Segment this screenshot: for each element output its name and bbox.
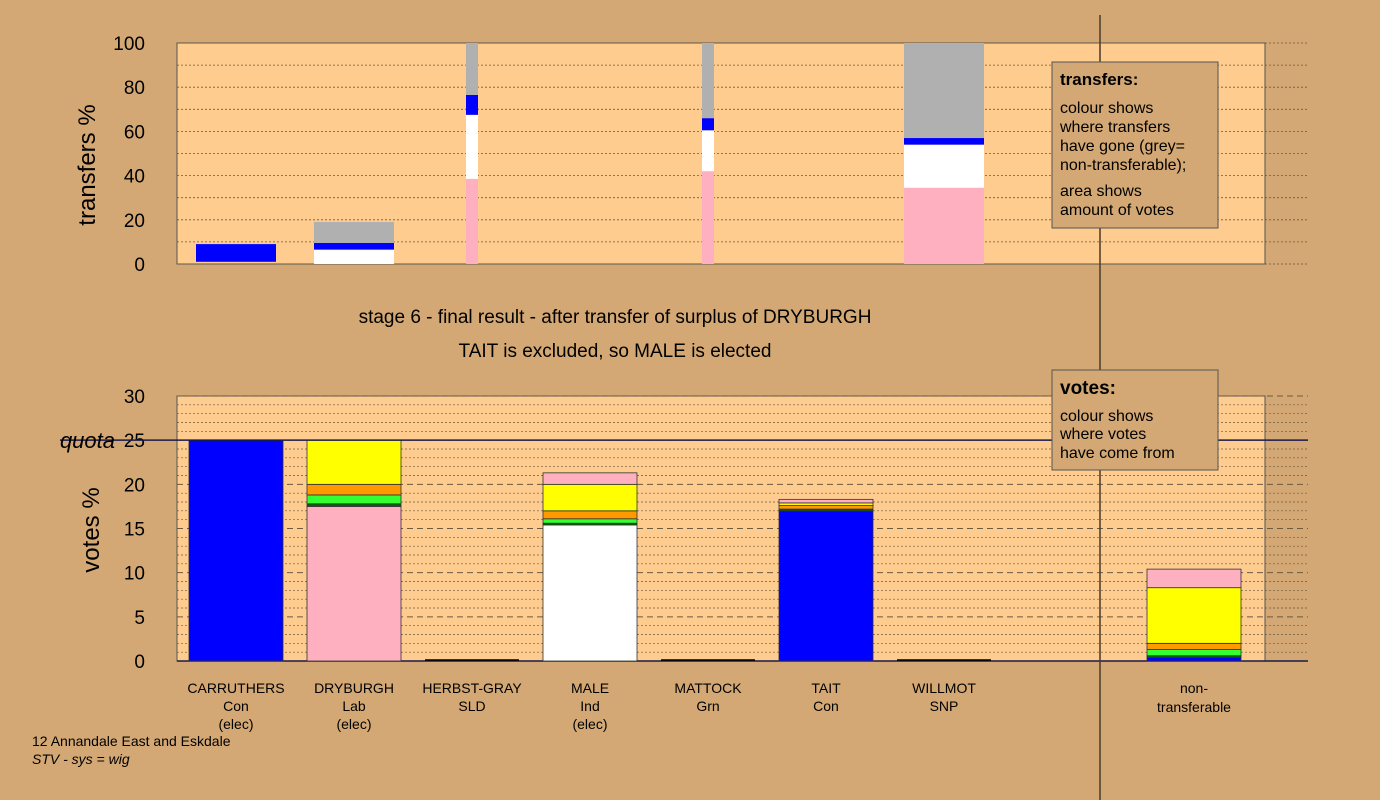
vote-segment — [1146, 587, 1242, 644]
y-tick-label: 20 — [124, 211, 145, 232]
transfer-segment — [466, 43, 478, 95]
candidate-label: (elec) — [218, 716, 253, 732]
transfer-segment — [904, 43, 984, 139]
transfer-segment — [466, 94, 478, 115]
transfer-segment — [314, 222, 394, 244]
transfer-segment — [314, 243, 394, 250]
vote-segment — [778, 510, 874, 662]
vote-segment — [1146, 642, 1242, 650]
transfer-segment — [702, 130, 714, 172]
vote-segment — [306, 483, 402, 496]
votes-legend-line: have come from — [1060, 445, 1175, 462]
candidate-label: Lab — [342, 698, 366, 714]
y-tick-label: 5 — [134, 608, 145, 629]
transfer-segment — [904, 138, 984, 145]
votes-y-ticks: 0 5 10 15 20 25 30 — [124, 387, 145, 673]
transfers-bars — [196, 43, 984, 264]
candidate-label: TAIT — [811, 680, 841, 696]
candidate-labels: CARRUTHERS Con (elec) DRYBURGH Lab (elec) HERB… — [187, 680, 1231, 732]
vote-segment — [542, 518, 638, 524]
transfer-segment — [466, 178, 478, 264]
candidate-label: DRYBURGH — [314, 680, 394, 696]
candidate-label: SNP — [930, 698, 959, 714]
vote-segment — [542, 472, 638, 485]
votes-legend: votes: colour shows where votes have com… — [1051, 369, 1219, 471]
vote-segment — [778, 498, 874, 504]
transfers-legend-line: where transfers — [1059, 119, 1170, 136]
vote-segment — [188, 439, 284, 662]
y-tick-label: 0 — [134, 652, 145, 673]
vote-segment — [1146, 568, 1242, 589]
transfers-legend-line: non-transferable); — [1060, 157, 1186, 174]
transfers-legend-title: transfers: — [1060, 70, 1138, 89]
votes-y-axis-title: votes % — [78, 487, 105, 572]
transfers-y-axis-title: transfers % — [74, 104, 101, 225]
votes-legend-line: colour shows — [1060, 408, 1153, 425]
transfer-segment — [904, 187, 984, 264]
y-tick-label: 60 — [124, 122, 145, 143]
candidate-label: HERBST-GRAY — [422, 680, 522, 696]
vote-segment — [542, 510, 638, 520]
transfer-segment — [702, 171, 714, 264]
transfer-segment — [196, 244, 276, 262]
vote-segment — [1146, 649, 1242, 657]
vote-segment — [542, 483, 638, 512]
transfer-segment — [314, 249, 394, 264]
candidate-label: (elec) — [336, 716, 371, 732]
transfers-legend-line: amount of votes — [1060, 202, 1174, 219]
stage-line-2: TAIT is excluded, so MALE is elected — [459, 341, 772, 362]
candidate-label: SLD — [458, 698, 485, 714]
y-tick-label: 80 — [124, 78, 145, 99]
candidate-label: CARRUTHERS — [187, 680, 284, 696]
y-tick-label: 40 — [124, 167, 145, 188]
candidate-label: MATTOCK — [674, 680, 742, 696]
transfer-segment — [702, 118, 714, 131]
quota-label: quota — [60, 428, 115, 453]
vote-segment — [542, 524, 638, 662]
transfers-legend-box — [1051, 61, 1219, 229]
system-label: STV - sys = wig — [32, 751, 130, 767]
vote-segment — [306, 494, 402, 505]
votes-legend-box — [1051, 369, 1219, 471]
transfers-legend-line: colour shows — [1060, 100, 1153, 117]
vote-segment — [306, 439, 402, 485]
transfer-segment — [904, 144, 984, 188]
constituency-label: 12 Annandale East and Eskdale — [32, 733, 231, 749]
candidate-label: MALE — [571, 680, 609, 696]
vote-segment — [1146, 657, 1242, 662]
transfer-segment — [466, 114, 478, 179]
transfer-segment — [702, 43, 714, 119]
candidate-label: WILLMOT — [912, 680, 976, 696]
stage-line-1: stage 6 - final result - after transfer … — [359, 307, 872, 328]
votes-legend-line: where votes — [1059, 426, 1146, 443]
y-tick-label: 20 — [124, 475, 145, 496]
candidate-label: Ind — [580, 698, 599, 714]
y-tick-label: 25 — [124, 431, 145, 452]
transfers-legend-line: area shows — [1060, 183, 1142, 200]
y-tick-label: 30 — [124, 387, 145, 408]
votes-bars — [188, 439, 1242, 662]
candidate-label: Con — [813, 698, 839, 714]
vote-segment — [778, 505, 874, 510]
transfers-y-ticks: 0 20 40 60 80 100 — [113, 34, 145, 276]
transfers-legend-line: have gone (grey= — [1060, 138, 1185, 155]
candidate-label: Grn — [696, 698, 719, 714]
nontransferable-label: transferable — [1157, 699, 1231, 715]
y-tick-label: 15 — [124, 520, 145, 541]
candidate-label: Con — [223, 698, 249, 714]
transfers-legend: transfers: colour shows where transfers … — [1051, 61, 1219, 229]
candidate-label: (elec) — [572, 716, 607, 732]
y-tick-label: 10 — [124, 564, 145, 585]
votes-legend-title: votes: — [1060, 378, 1116, 399]
vote-segment — [306, 506, 402, 662]
y-tick-label: 0 — [134, 255, 145, 276]
nontransferable-label: non- — [1180, 680, 1208, 696]
y-tick-label: 100 — [113, 34, 145, 55]
